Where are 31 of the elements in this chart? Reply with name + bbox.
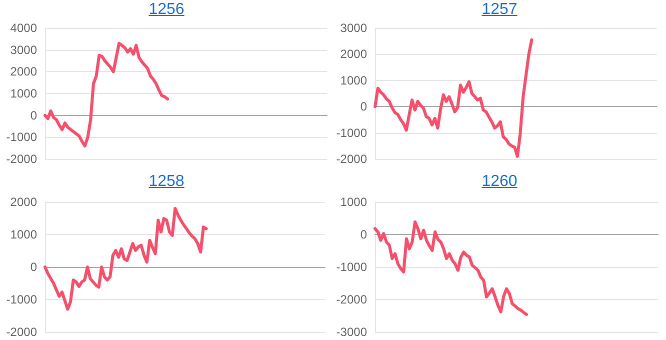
y-tick-label: 2000	[10, 64, 38, 79]
y-tick-label: 1000	[340, 195, 368, 209]
y-tick-label: 0	[360, 228, 368, 242]
chart-title: 1258	[148, 172, 186, 192]
y-tick-label: 0	[360, 100, 368, 114]
line-series	[44, 207, 208, 311]
chart-title: 1257	[480, 0, 518, 20]
y-tick-label: -1000	[336, 126, 368, 140]
line-series	[374, 38, 534, 158]
y-tick-label: 2000	[10, 195, 38, 209]
y-tick-label: -2000	[336, 152, 368, 166]
y-tick-label: -1000	[6, 292, 38, 306]
y-tick-label: -1000	[6, 130, 38, 144]
y-tick-label: 2000	[340, 47, 368, 62]
y-tick-label: 1000	[10, 86, 38, 100]
y-tick-label: 0	[30, 108, 38, 122]
y-tick-label: -2000	[336, 292, 368, 306]
y-tick-label: 4000	[10, 21, 38, 35]
chart-title: 1256	[148, 0, 186, 20]
y-tick-label: 1000	[340, 73, 368, 88]
y-tick-label: 3000	[10, 42, 38, 57]
y-tick-label: -1000	[336, 260, 368, 274]
y-tick-label: 3000	[340, 21, 368, 35]
line-series	[374, 220, 528, 316]
y-tick-label: -3000	[336, 325, 368, 339]
chart-title: 1260	[480, 172, 518, 192]
line-series	[44, 42, 169, 148]
y-tick-label: 0	[30, 260, 38, 274]
y-tick-label: -2000	[6, 325, 38, 339]
y-tick-label: -2000	[6, 152, 38, 166]
y-tick-label: 1000	[10, 228, 38, 242]
